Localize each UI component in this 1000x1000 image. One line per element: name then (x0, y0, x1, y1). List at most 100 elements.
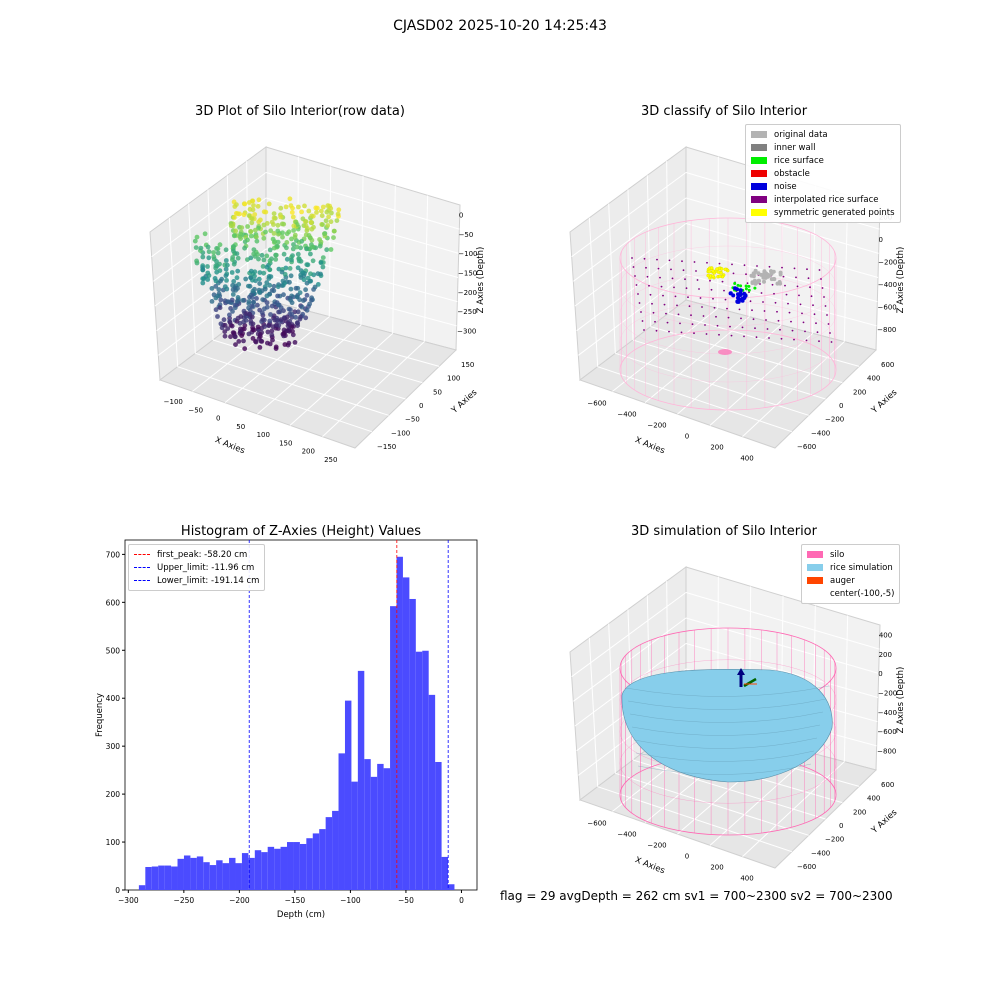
interpolated-point (830, 341, 833, 343)
interpolated-point (818, 340, 820, 343)
legend-label: first_peak: -58.20 cm (157, 549, 248, 560)
original-point (767, 273, 772, 278)
data-point (271, 231, 277, 236)
interpolated-point (816, 331, 819, 334)
data-point (298, 272, 304, 278)
interpolated-point (791, 329, 794, 332)
data-point (238, 236, 243, 241)
x-tick-label: 150 (279, 439, 292, 447)
interpolated-point (693, 332, 695, 335)
data-point (294, 244, 300, 250)
x-tick-label: 200 (710, 864, 723, 872)
original-point (777, 280, 782, 284)
legend-line (134, 567, 150, 568)
interpolated-point (788, 311, 791, 314)
y-tick-label: 600 (881, 781, 894, 789)
data-point (328, 219, 334, 225)
interpolated-point (755, 336, 758, 339)
data-point (264, 293, 270, 299)
interpolated-point (805, 339, 808, 342)
data-point (247, 311, 253, 317)
data-point (200, 267, 206, 273)
symmetric-point (706, 273, 710, 278)
data-point (256, 276, 262, 282)
data-point (198, 245, 204, 251)
data-point (262, 286, 268, 292)
interpolated-point (807, 277, 810, 280)
histogram-bar (448, 884, 455, 890)
data-point (206, 255, 212, 261)
classify-plot-title: 3D classify of Silo Interior (640, 104, 808, 119)
y-tick-label: 200 (853, 388, 866, 396)
interpolated-point (765, 319, 767, 321)
data-point (263, 209, 269, 215)
legend-label: Lower_limit: -191.14 cm (157, 575, 260, 586)
data-point (275, 293, 280, 299)
z-tick-label: 0 (878, 670, 882, 678)
data-point (252, 212, 258, 217)
data-point (255, 203, 261, 209)
histogram-bar (325, 817, 333, 890)
y-tick-label: −100 (391, 429, 410, 437)
x-tick-label: 400 (740, 455, 753, 463)
interpolated-point (762, 301, 764, 303)
interpolated-point (763, 310, 766, 312)
interpolated-point (784, 284, 786, 287)
data-point (248, 268, 254, 274)
data-point (223, 258, 229, 263)
data-point (325, 223, 331, 228)
data-point (200, 254, 206, 260)
data-point (231, 279, 237, 284)
data-point (253, 227, 258, 233)
data-point (312, 284, 318, 290)
interpolated-point (652, 311, 655, 314)
data-point (275, 318, 280, 324)
data-point (269, 303, 275, 309)
data-point (281, 251, 287, 257)
data-point (270, 236, 276, 242)
data-point (275, 284, 281, 290)
data-point (225, 326, 231, 331)
data-point (231, 261, 237, 267)
rice-surface-point (744, 284, 748, 288)
data-point (232, 215, 237, 220)
data-point (286, 321, 292, 327)
data-point (287, 266, 293, 271)
data-point (235, 211, 241, 216)
data-point (267, 282, 273, 288)
z-tick-label: −800 (877, 747, 896, 755)
data-point (300, 216, 306, 222)
data-point (202, 231, 208, 237)
data-point (193, 245, 199, 250)
histogram-bar (183, 855, 191, 890)
interpolated-point (637, 293, 639, 295)
data-point (320, 264, 326, 270)
x-tick-label: −200 (647, 842, 666, 850)
interpolated-point (687, 296, 689, 299)
legend-swatch (751, 196, 767, 203)
original-point (778, 272, 783, 277)
legend-label: original data (774, 129, 828, 140)
histogram-bar (293, 842, 300, 890)
data-point (256, 197, 262, 203)
histogram-bar (396, 556, 403, 890)
interpolated-point (795, 276, 797, 279)
histogram-bar (248, 857, 255, 890)
data-point (275, 244, 280, 249)
interpolated-point (730, 334, 733, 337)
symmetric-point (711, 269, 715, 273)
interpolated-point (643, 257, 646, 260)
legend-label: inner wall (774, 142, 816, 153)
x-tick-label: 200 (302, 448, 315, 456)
legend-swatch (751, 170, 767, 177)
interpolated-point (660, 285, 663, 288)
data-point (306, 208, 312, 214)
data-point (235, 255, 241, 261)
z-tick-label: 0 (879, 236, 883, 244)
data-point (263, 229, 268, 235)
x-axis-label: Depth (cm) (277, 910, 325, 920)
data-point (242, 201, 248, 207)
data-point (271, 215, 277, 221)
data-point (205, 264, 210, 269)
interpolated-point (801, 312, 803, 315)
